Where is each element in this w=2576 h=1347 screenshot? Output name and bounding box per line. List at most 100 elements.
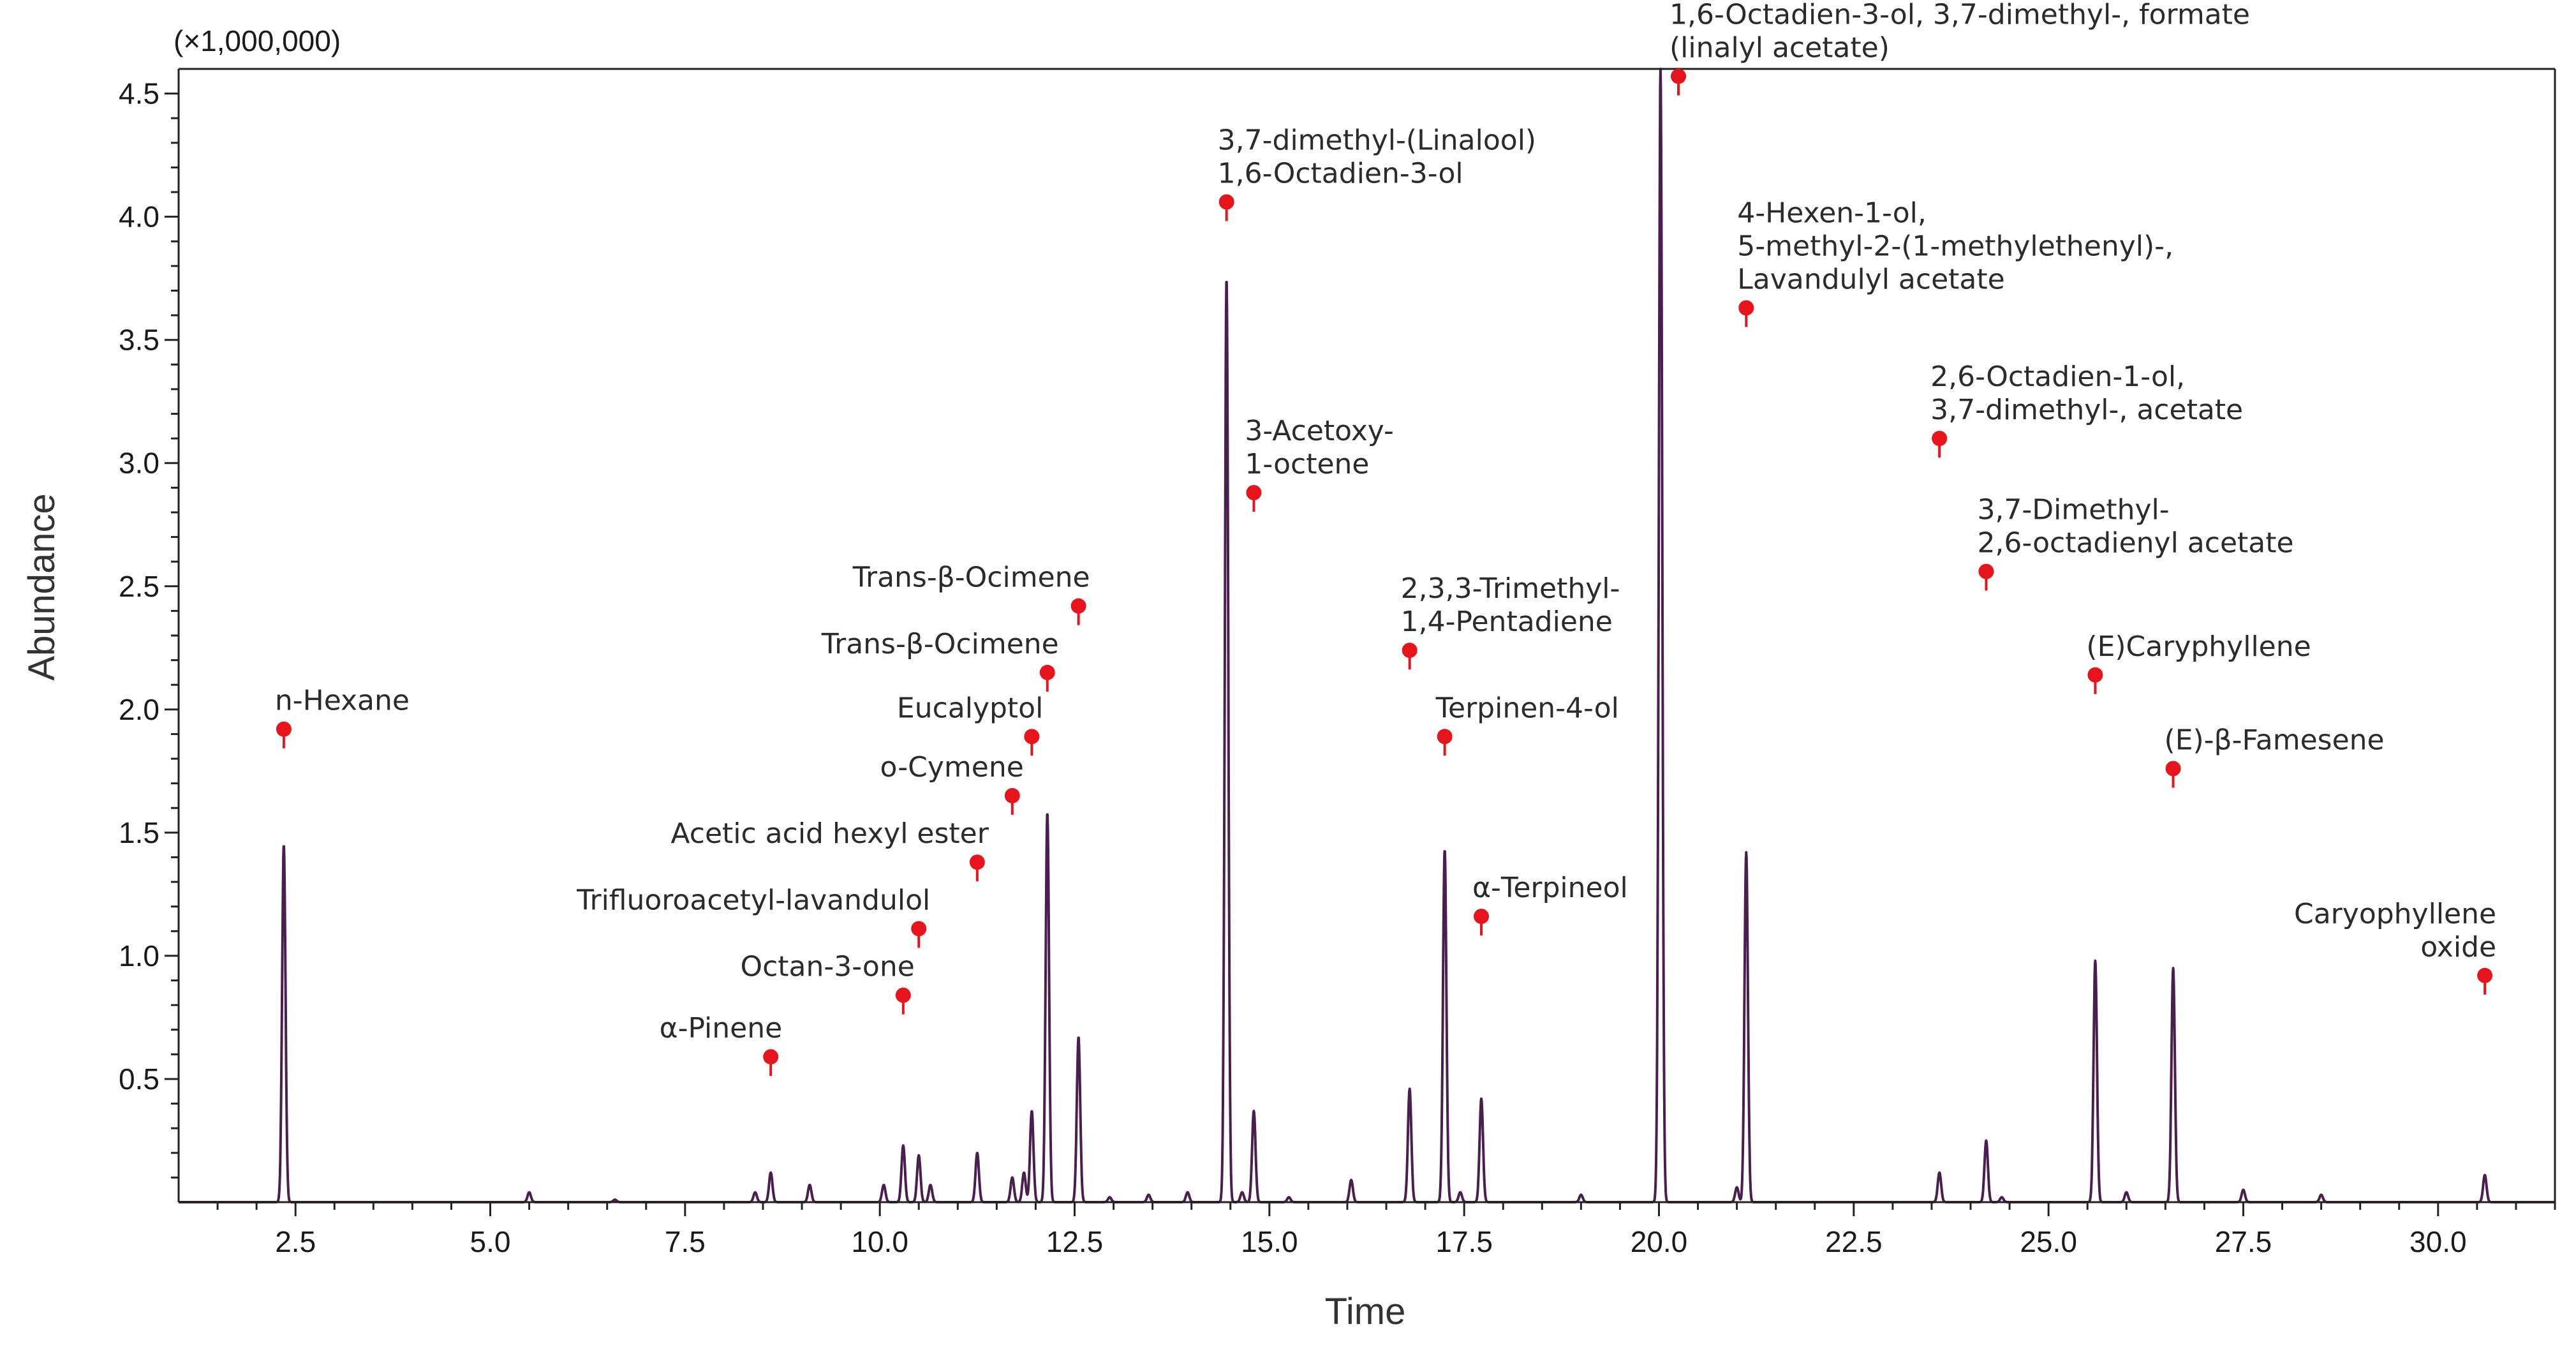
marker-dot [1246,485,1262,501]
annotation-6: Eucalyptol [897,692,1043,756]
marker-dot [1738,300,1754,316]
annotation-label: oxide [2420,931,2496,964]
marker-dot [911,921,927,937]
x-tick-label: 7.5 [665,1225,706,1258]
annotation-label: 1,6-Octadien-3-ol [1218,157,1463,190]
annotation-label: Terpinen-4-ol [1435,692,1619,724]
marker-dot [1932,431,1948,447]
annotation-label: (E)-β-Famesene [2165,724,2385,756]
annotation-4: Acetic acid hexyl ester [670,817,989,882]
y-tick-label: 3.0 [119,447,159,480]
annotation-label: 3,7-dimethyl-(Linalool) [1218,124,1536,156]
annotation-label: Trans-β-Ocimene [821,628,1059,660]
x-tick-label: 27.5 [2215,1225,2272,1258]
annotation-3: Trifluoroacetyl-lavandulol [576,884,930,948]
annotation-9: 3,7-dimethyl-(Linalool)1,6-Octadien-3-ol [1218,124,1536,221]
marker-dot [1039,664,1055,680]
marker-dot [1437,729,1453,745]
x-tick-label: 30.0 [2409,1225,2467,1258]
marker-dot [1402,643,1418,659]
annotation-12: Terpinen-4-ol [1435,692,1619,756]
annotation-label: α-Terpineol [1472,872,1628,904]
marker-dot [969,854,985,870]
marker-dot [1004,787,1020,803]
annotation-label: (E)Caryphyllene [2086,630,2311,663]
marker-dot [1024,729,1040,745]
annotation-14: 1,6-Octadien-3-ol, 3,7-dimethyl-, format… [1669,0,2250,96]
annotation-label: (linalyl acetate) [1669,32,1890,64]
annotation-2: Octan-3-one [740,951,915,1015]
marker-dot [763,1049,779,1065]
annotation-label: 2,3,3-Trimethyl- [1401,572,1620,605]
annotation-15: 4-Hexen-1-ol,5-methyl-2-(1-methylethenyl… [1737,197,2173,327]
annotation-19: (E)-β-Famesene [2165,724,2385,788]
x-tick-label: 20.0 [1631,1225,1688,1258]
annotation-label: α-Pinene [660,1012,783,1045]
annotation-label: o-Cymene [880,751,1024,784]
annotation-11: 2,3,3-Trimethyl-1,4-Pentadiene [1401,572,1620,670]
annotation-18: (E)Caryphyllene [2086,630,2311,694]
annotation-label: 5-methyl-2-(1-methylethenyl)-, [1737,230,2173,263]
marker-dot [2087,667,2103,683]
marker-dot [1474,909,1490,925]
y-tick-label: 2.0 [119,693,159,726]
annotation-13: α-Terpineol [1472,872,1628,936]
annotation-label: 3,7-dimethyl-, acetate [1930,394,2243,426]
x-tick-label: 25.0 [2020,1225,2077,1258]
annotation-label: 2,6-octadienyl acetate [1977,527,2293,560]
annotation-label: Caryophyllene [2294,898,2496,930]
annotation-8: Trans-β-Ocimene [852,562,1090,625]
y-tick-label: 0.5 [119,1062,159,1096]
y-tick-label: 4.0 [119,200,159,234]
x-tick-label: 2.5 [275,1225,316,1258]
annotation-label: Octan-3-one [740,951,914,983]
annotation-label: Acetic acid hexyl ester [670,817,989,850]
axis-ticks: 2.5 5.0 7.5 10.0 12.5 15.0 17.5 20.0 22.5 25.0 27.… [119,77,2556,1258]
y-tick-label: 1.5 [119,816,159,849]
x-tick-label: 5.0 [470,1225,511,1258]
annotation-label: Eucalyptol [897,692,1043,724]
annotation-label: 2,6-Octadien-1-ol, [1930,361,2185,393]
annotation-label: n-Hexane [275,685,410,717]
annotation-label: Trans-β-Ocimene [852,562,1090,594]
annotation-7: Trans-β-Ocimene [821,628,1059,692]
annotation-1: α-Pinene [660,1012,783,1076]
annotation-10: 3-Acetoxy-1-octene [1245,415,1394,512]
x-tick-label: 17.5 [1435,1225,1493,1258]
x-tick-label: 22.5 [1825,1225,1883,1258]
annotation-label: 3,7-Dimethyl- [1977,494,2169,526]
marker-dot [1978,563,1994,579]
y-tick-label: 1.0 [119,939,159,972]
marker-dot [2165,761,2181,777]
marker-dot [276,721,292,737]
annotation-label: 4-Hexen-1-ol, [1737,197,1927,230]
plot-area [177,68,2556,1203]
marker-dot [1671,68,1687,84]
annotation-0: n-Hexane [275,685,410,748]
marker-dot [2477,967,2493,983]
annotation-label: Lavandulyl acetate [1737,264,2004,296]
marker-dot [1218,194,1234,210]
y-tick-label: 4.5 [119,77,159,110]
y-axis-title: Abundance [21,493,63,680]
annotation-17: 3,7-Dimethyl-2,6-octadienyl acetate [1977,494,2294,591]
x-tick-label: 10.0 [851,1225,908,1258]
y-tick-label: 2.5 [119,570,159,603]
annotation-label: 1,4-Pentadiene [1401,606,1613,638]
annotation-16: 2,6-Octadien-1-ol,3,7-dimethyl-, acetate [1930,361,2243,458]
annotation-label: 1,6-Octadien-3-ol, 3,7-dimethyl-, format… [1669,0,2250,31]
y-tick-label: 3.5 [119,324,159,357]
x-tick-label: 15.0 [1241,1225,1298,1258]
annotation-label: Trifluoroacetyl-lavandulol [576,884,930,916]
x-axis-title: Time [1325,1291,1406,1332]
peak-annotations: n-Hexane α-Pinene Octan-3-one Trifluoroacet… [275,0,2496,1076]
annotation-5: o-Cymene [880,751,1024,815]
marker-dot [1070,598,1086,614]
x-tick-label: 12.5 [1046,1225,1104,1258]
marker-dot [895,987,911,1003]
annotation-label: 1-octene [1245,448,1369,480]
y-scale-label: (×1,000,000) [174,24,341,57]
annotation-label: 3-Acetoxy- [1245,415,1393,447]
